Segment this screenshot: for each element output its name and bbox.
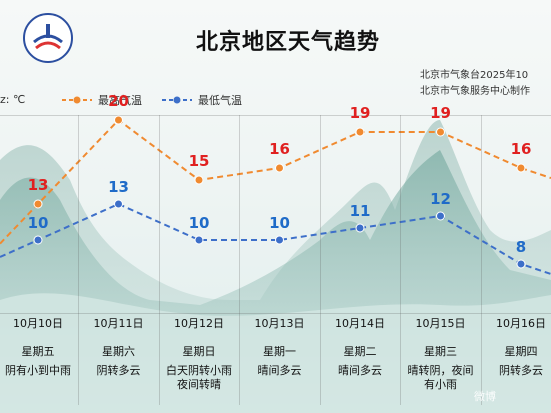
source-info: 北京市气象台2025年10 北京市气象服务中心制作 bbox=[420, 68, 551, 100]
low-temp-point bbox=[275, 235, 284, 245]
low-temp-point bbox=[436, 211, 445, 221]
weather-line: 白天阴转小雨 bbox=[166, 364, 232, 377]
legend-low-marker bbox=[162, 96, 192, 104]
high-temp-data-label: 16 bbox=[269, 140, 290, 158]
grid-line-vertical bbox=[319, 115, 321, 405]
day-column: 10月12日 星期日白天阴转小雨 夜间转晴 bbox=[159, 316, 239, 392]
weather-line: 有小雨 bbox=[424, 378, 457, 391]
low-temp-data-label: 12 bbox=[430, 190, 451, 208]
x-tick-label: 10月12日 bbox=[174, 317, 224, 330]
weather-line: 阴转多云 bbox=[499, 364, 543, 377]
grid-line-vertical bbox=[158, 115, 160, 405]
low-temp-point bbox=[194, 235, 204, 245]
low-temp-data-label: 11 bbox=[350, 202, 371, 220]
high-temp-point bbox=[436, 127, 445, 137]
legend-low-label: 最低气温 bbox=[198, 94, 242, 107]
day-column: 10月16日 星期四阴转多云 bbox=[481, 316, 551, 378]
weather-line: 晴间多云 bbox=[257, 364, 302, 377]
high-temp-point bbox=[33, 199, 43, 209]
grid-line-top bbox=[0, 115, 551, 116]
x-tick-label: 10月10日 bbox=[13, 317, 63, 330]
weather-description: 阴转多云 bbox=[481, 364, 551, 378]
day-column: 10月11日 星期六阴转多云 bbox=[79, 316, 159, 378]
low-temp-point bbox=[516, 259, 526, 269]
low-temp-data-label: 10 bbox=[189, 214, 210, 232]
weekday-label: 星期二 bbox=[343, 345, 377, 358]
high-temp-point bbox=[516, 163, 526, 173]
weather-line: 夜间转晴 bbox=[177, 378, 221, 391]
legend-high-label: 最高气温 bbox=[98, 94, 142, 107]
weekday-label: 星期日 bbox=[182, 345, 216, 358]
high-temp-point bbox=[355, 127, 365, 137]
weather-line: 阴有小到中雨 bbox=[5, 364, 71, 377]
unit-label: z: ℃ bbox=[0, 93, 26, 106]
source-line-2: 北京市气象服务中心制作 bbox=[420, 86, 530, 97]
high-temp-data-label: 19 bbox=[430, 104, 451, 122]
day-column: 10月14日 星期二晴间多云 bbox=[320, 316, 400, 378]
low-temp-data-label: 10 bbox=[269, 214, 290, 232]
high-temp-data-label: 19 bbox=[350, 104, 371, 122]
high-temp-point bbox=[114, 115, 123, 125]
logo bbox=[22, 12, 74, 64]
x-tick-label: 10月16日 bbox=[496, 317, 546, 330]
low-temp-line bbox=[0, 202, 551, 275]
weather-line: 晴间多云 bbox=[338, 364, 382, 377]
weather-description: 晴转阴，夜间 有小雨 bbox=[401, 364, 481, 392]
day-column: 10月13日 星期一晴间多云 bbox=[240, 316, 320, 378]
day-column: 10月15日 星期三晴转阴，夜间 有小雨 bbox=[401, 316, 481, 392]
weather-line: 阴转多云 bbox=[96, 364, 141, 377]
weekday-label: 星期五 bbox=[21, 345, 55, 358]
high-temp-data-label: 16 bbox=[511, 140, 532, 158]
low-temp-point bbox=[114, 199, 123, 209]
low-temp-data-label: 8 bbox=[516, 238, 526, 256]
legend-low: 最低气温 bbox=[162, 92, 242, 108]
high-temp-data-label: 20 bbox=[108, 92, 129, 110]
weather-description: 阴转多云 bbox=[79, 364, 159, 378]
day-column: 10月10日 星期五阴有小到中雨 bbox=[0, 316, 78, 378]
grid-line-vertical bbox=[400, 115, 402, 405]
high-temp-data-label: 13 bbox=[28, 176, 49, 194]
source-line-1: 北京市气象台2025年10 bbox=[420, 70, 529, 81]
weather-line: 晴转阴，夜间 bbox=[407, 364, 474, 377]
high-temp-point bbox=[275, 163, 284, 173]
x-tick-label: 10月13日 bbox=[254, 317, 305, 330]
x-tick-label: 10月14日 bbox=[335, 317, 385, 330]
watermark: 微博 bbox=[474, 390, 496, 403]
weather-description: 晴间多云 bbox=[240, 364, 320, 378]
x-tick-label: 10月11日 bbox=[93, 317, 144, 330]
page-title: 北京地区天气趋势 bbox=[196, 30, 381, 55]
weather-description: 白天阴转小雨 夜间转晴 bbox=[159, 364, 239, 392]
grid-line-axis bbox=[0, 313, 551, 314]
weekday-label: 星期六 bbox=[102, 345, 135, 358]
low-temp-data-label: 10 bbox=[28, 214, 49, 232]
legend-high-marker bbox=[62, 96, 92, 104]
grid-line-vertical bbox=[480, 115, 482, 405]
weekday-label: 星期四 bbox=[504, 345, 538, 358]
weather-description: 晴间多云 bbox=[320, 364, 400, 378]
low-temp-data-label: 13 bbox=[108, 178, 129, 196]
legend-high: 最高气温 bbox=[62, 92, 142, 108]
low-temp-point bbox=[355, 223, 365, 233]
weekday-label: 星期一 bbox=[263, 345, 296, 358]
weekday-label: 星期三 bbox=[424, 345, 457, 358]
x-tick-label: 10月15日 bbox=[415, 317, 466, 330]
grid-line-vertical bbox=[239, 115, 241, 405]
high-temp-point bbox=[194, 175, 204, 185]
low-temp-point bbox=[33, 235, 43, 245]
grid-line-vertical bbox=[78, 115, 80, 405]
high-temp-data-label: 15 bbox=[189, 152, 210, 170]
weather-description: 阴有小到中雨 bbox=[0, 364, 78, 378]
